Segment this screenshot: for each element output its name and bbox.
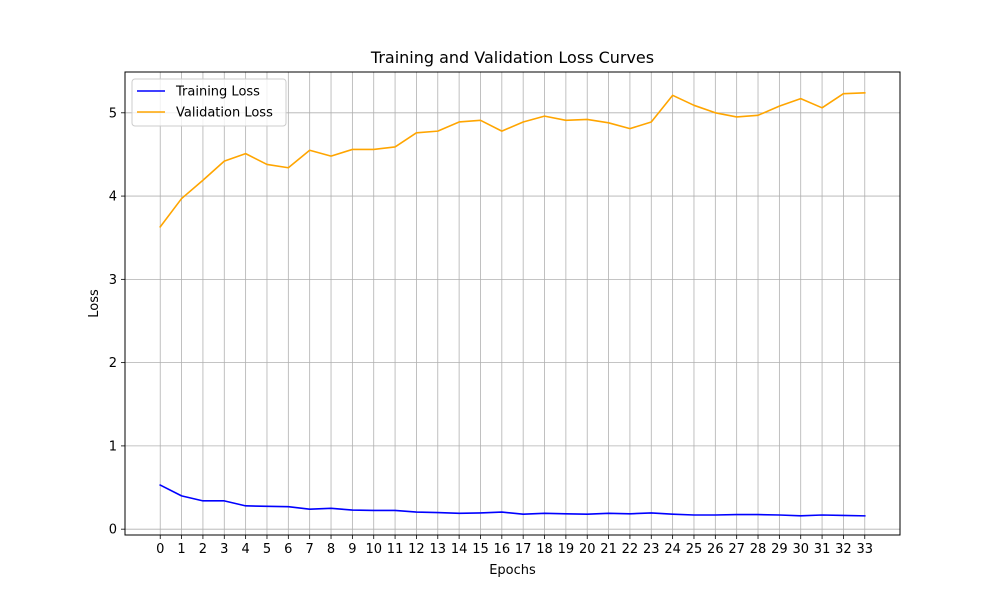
- x-tick-label: 14: [451, 542, 468, 557]
- y-tick-label: 1: [109, 439, 117, 454]
- x-tick-label: 4: [241, 542, 249, 557]
- x-tick-label: 0: [156, 542, 164, 557]
- x-tick-label: 15: [472, 542, 489, 557]
- x-axis-label: Epochs: [489, 563, 536, 578]
- x-tick-label: 22: [622, 542, 639, 557]
- x-tick-label: 26: [707, 542, 724, 557]
- x-tick-label: 27: [728, 542, 745, 557]
- x-tick-label: 16: [494, 542, 511, 557]
- chart-title: Training and Validation Loss Curves: [370, 48, 654, 67]
- y-tick-label: 4: [109, 190, 117, 205]
- legend-label-training: Training Loss: [175, 85, 260, 100]
- x-tick-label: 29: [771, 542, 788, 557]
- validation-loss-line: [159, 91, 866, 229]
- legend: Training Loss Validation Loss: [131, 78, 287, 127]
- x-tick-label: 1: [177, 542, 185, 557]
- legend-box: [131, 78, 287, 127]
- x-tick-label: 23: [643, 542, 660, 557]
- x-tick-label: 19: [558, 542, 575, 557]
- gridlines: [125, 72, 900, 535]
- x-tick-label: 13: [430, 542, 447, 557]
- legend-label-validation: Validation Loss: [176, 106, 273, 121]
- x-tick-label: 33: [856, 542, 873, 557]
- x-tick-label: 25: [686, 542, 703, 557]
- x-tick-label: 18: [536, 542, 553, 557]
- y-tick-label: 0: [109, 523, 117, 538]
- plot-frame: [124, 71, 901, 536]
- x-tick-label: 24: [664, 542, 681, 557]
- x-tick-label: 10: [365, 542, 382, 557]
- x-tick-label: 9: [348, 542, 356, 557]
- x-tick-label: 2: [199, 542, 207, 557]
- series-lines: [159, 91, 866, 517]
- x-tick-label: 7: [306, 542, 314, 557]
- training-loss-line: [159, 483, 866, 517]
- axis-ticks: 0 1 2 3 4 5 6 7 8 9 10 11 12 13 14 15 16 17 18 19 20 21 22 23 24…: [109, 106, 873, 557]
- x-tick-label: 31: [814, 542, 831, 557]
- x-tick-label: 21: [600, 542, 617, 557]
- x-tick-label: 28: [750, 542, 767, 557]
- x-tick-label: 11: [387, 542, 404, 557]
- y-axis-label: Loss: [87, 289, 102, 318]
- x-tick-label: 3: [220, 542, 228, 557]
- x-tick-label: 30: [792, 542, 809, 557]
- x-tick-label: 6: [284, 542, 292, 557]
- x-tick-label: 8: [327, 542, 335, 557]
- y-tick-label: 5: [109, 106, 117, 121]
- x-tick-label: 17: [515, 542, 532, 557]
- x-tick-label: 20: [579, 542, 596, 557]
- x-tick-label: 12: [408, 542, 425, 557]
- x-tick-label: 32: [835, 542, 852, 557]
- y-tick-label: 2: [109, 356, 117, 371]
- x-tick-label: 5: [263, 542, 271, 557]
- y-tick-label: 3: [109, 273, 117, 288]
